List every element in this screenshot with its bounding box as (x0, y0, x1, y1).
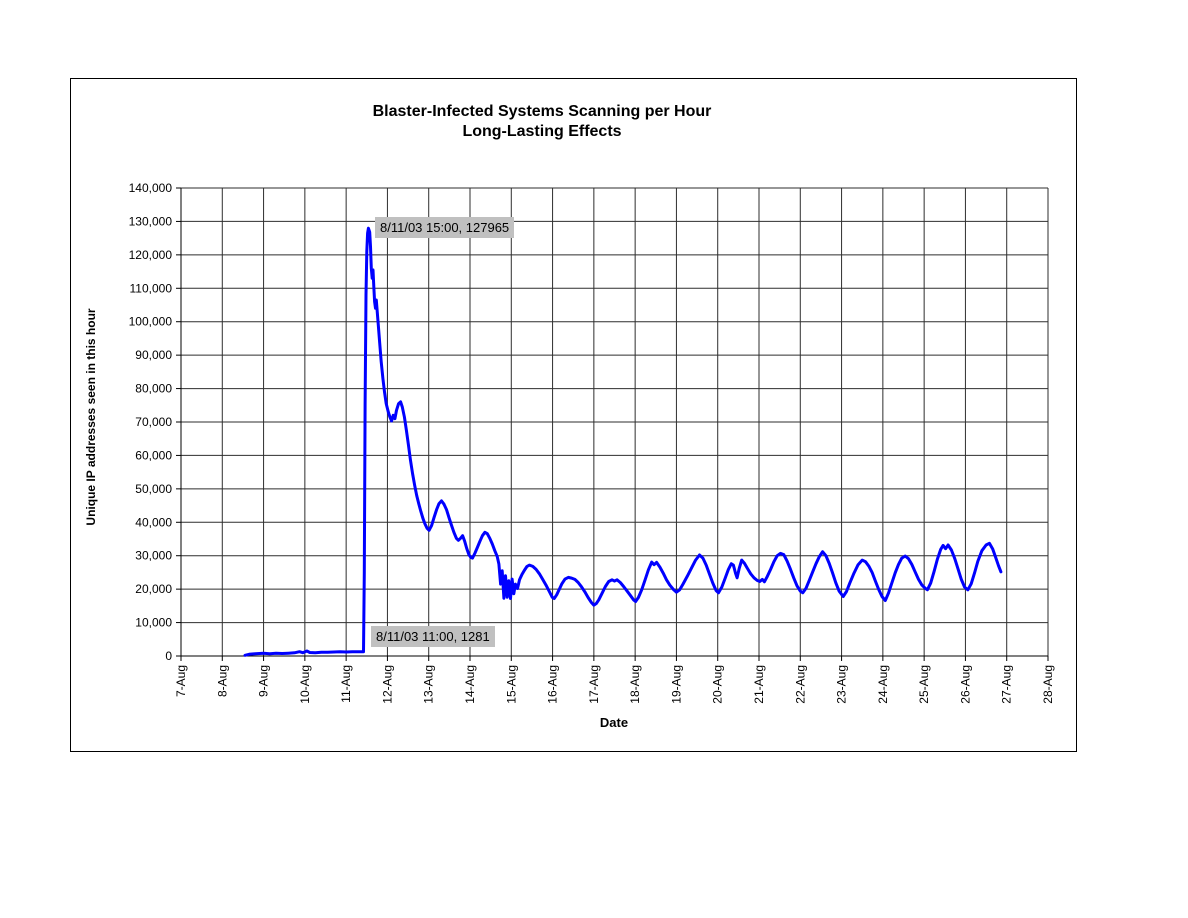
x-tick-label: 14-Aug (463, 665, 477, 704)
x-tick-label: 10-Aug (298, 665, 312, 704)
y-tick-label: 50,000 (135, 482, 172, 496)
y-tick-label: 80,000 (135, 382, 172, 396)
plot-area: 0 10,000 20,000 30,000 40,000 50,000 60,000 70,… (129, 181, 1055, 704)
x-axis-title: Date (599, 715, 629, 730)
x-tick-label: 18-Aug (628, 665, 642, 704)
x-tick-label: 22-Aug (793, 665, 807, 704)
y-tick-label: 60,000 (135, 448, 172, 462)
x-tick-label: 12-Aug (380, 665, 394, 704)
y-tick-label: 40,000 (135, 515, 172, 529)
x-tick-label: 8-Aug (215, 665, 229, 697)
chart-title-line2: Long-Lasting Effects (462, 123, 622, 140)
x-tick-label: 11-Aug (339, 665, 353, 703)
y-tick-label: 90,000 (135, 348, 172, 362)
x-tick-label: 17-Aug (587, 665, 601, 704)
chart-frame: Blaster-Infected Systems Scanning per Ho… (70, 78, 1077, 752)
y-tick-label: 10,000 (135, 616, 172, 630)
annotation-onset: 8/11/03 11:00, 1281 (371, 626, 495, 647)
x-tick-label: 7-Aug (174, 665, 188, 697)
y-tick-label: 110,000 (130, 281, 173, 295)
x-tick-label: 21-Aug (752, 665, 766, 704)
x-tick-label: 9-Aug (257, 665, 271, 697)
y-tick-label: 140,000 (129, 181, 173, 195)
y-tick-label: 120,000 (129, 248, 173, 262)
chart-title-line1: Blaster-Infected Systems Scanning per Ho… (372, 103, 712, 120)
y-tick-label: 130,000 (129, 214, 173, 228)
x-tick-label: 13-Aug (422, 665, 436, 704)
x-tick-label: 20-Aug (711, 665, 725, 704)
x-tick-label: 19-Aug (669, 665, 683, 704)
series-line (243, 226, 1003, 657)
x-tick-label: 23-Aug (835, 665, 849, 704)
y-tick-label: 30,000 (135, 549, 172, 563)
y-tick-label: 20,000 (135, 582, 172, 596)
y-tick-label: 100,000 (129, 315, 173, 329)
x-tick-label: 27-Aug (1000, 665, 1014, 704)
x-tick-label: 24-Aug (876, 665, 890, 704)
x-tick-label: 26-Aug (958, 665, 972, 704)
y-tick-label: 70,000 (135, 415, 172, 429)
y-tick-label: 0 (165, 649, 172, 663)
x-tick-label: 15-Aug (504, 665, 518, 704)
x-tick-label: 25-Aug (917, 665, 931, 704)
annotation-peak: 8/11/03 15:00, 127965 (375, 217, 515, 238)
x-tick-label: 28-Aug (1041, 665, 1055, 704)
x-tick-label: 16-Aug (546, 665, 560, 704)
